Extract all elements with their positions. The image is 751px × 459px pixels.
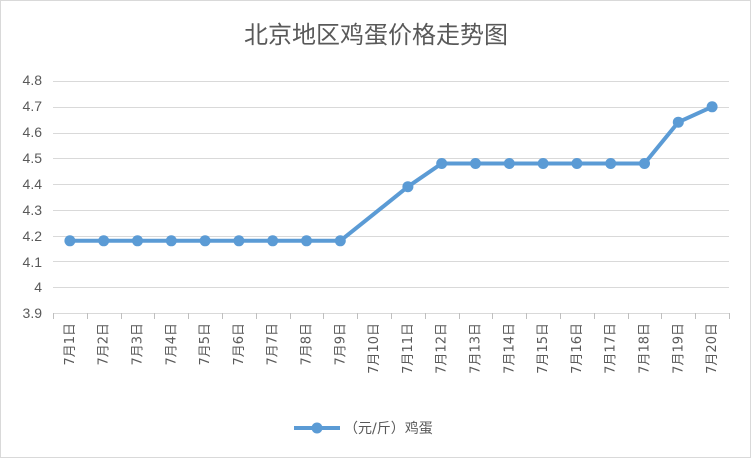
data-point	[334, 235, 346, 247]
x-tick-label: 7月16日	[570, 323, 585, 374]
x-tick-label: 7月9日	[333, 323, 348, 366]
chart-title: 北京地区鸡蛋价格走势图	[244, 21, 508, 49]
data-point	[64, 235, 76, 247]
y-tick-label: 4.1	[23, 254, 43, 270]
y-tick-label: 4.3	[23, 202, 43, 218]
x-tick-label: 7月17日	[604, 323, 619, 374]
series-egg-price	[64, 101, 718, 247]
x-tick-label: 7月3日	[131, 323, 146, 366]
data-point	[233, 235, 245, 247]
x-tick-label: 7月6日	[232, 323, 247, 366]
data-point	[470, 158, 481, 169]
x-tick-label: 7月1日	[63, 323, 78, 366]
x-tick-label: 7月19日	[671, 323, 686, 374]
y-tick-label: 4.4	[23, 176, 43, 192]
gridlines	[53, 81, 729, 314]
x-tick-label: 7月12日	[435, 323, 450, 374]
data-point	[436, 158, 448, 169]
y-axis: 4.8 4.7 4.6 4.5 4.4 4.3 4.2 4.1 4 3.9	[23, 72, 43, 321]
y-tick-label: 4.8	[23, 72, 43, 88]
legend: （元/斤）鸡蛋	[294, 420, 433, 437]
x-tick-label: 7月14日	[502, 323, 517, 374]
data-point	[639, 158, 650, 169]
data-point	[165, 235, 177, 247]
data-point	[672, 116, 684, 128]
data-point	[98, 235, 110, 247]
series-line	[69, 104, 713, 243]
x-tick-label: 7月18日	[638, 323, 653, 374]
data-point	[267, 235, 279, 247]
legend-label: （元/斤）鸡蛋	[344, 420, 433, 437]
data-point	[605, 158, 617, 169]
data-point	[199, 235, 211, 247]
data-point	[537, 158, 549, 169]
data-point	[402, 181, 414, 193]
legend-marker-swatch	[311, 422, 323, 434]
y-tick-label: 4	[34, 279, 42, 295]
x-tick-label: 7月20日	[705, 323, 720, 374]
data-point	[571, 158, 583, 169]
y-tick-label: 3.9	[23, 305, 43, 321]
x-tick-label: 7月13日	[469, 323, 484, 374]
x-tick-label: 7月2日	[97, 323, 112, 366]
data-point	[132, 235, 143, 247]
x-tick-label: 7月5日	[198, 323, 213, 366]
x-tick-label: 7月4日	[164, 323, 179, 366]
x-tick-label: 7月10日	[367, 323, 382, 374]
data-point	[706, 101, 718, 113]
data-point	[301, 235, 312, 247]
y-tick-label: 4.6	[23, 124, 43, 140]
y-tick-label: 4.2	[23, 228, 43, 244]
x-tick-label: 7月7日	[266, 323, 281, 366]
x-tick-label: 7月8日	[300, 323, 315, 366]
x-tick-label: 7月11日	[401, 323, 416, 374]
y-tick-label: 4.5	[23, 150, 43, 166]
x-tick-label: 7月15日	[536, 323, 551, 374]
x-axis: 7月1日 7月2日 7月3日 7月4日 7月5日 7月6日 7月7日 7月8日 7月9日 7月10…	[53, 313, 730, 374]
y-tick-label: 4.7	[23, 98, 43, 114]
data-point	[503, 158, 515, 169]
